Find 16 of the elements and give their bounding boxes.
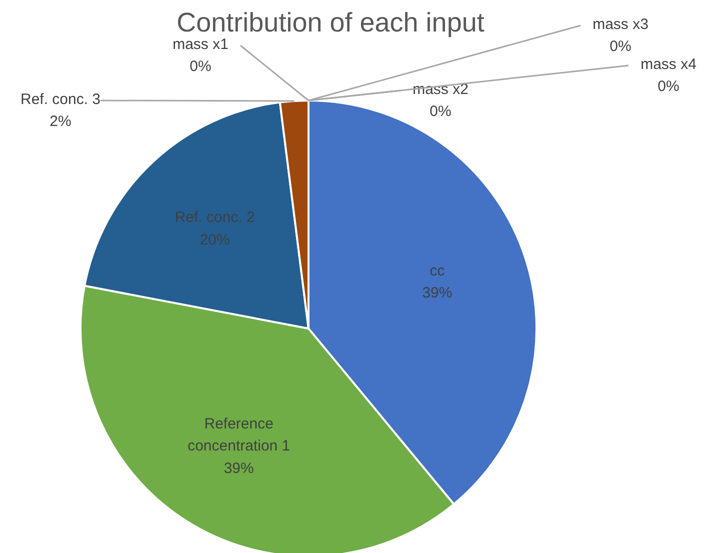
text: 0% bbox=[610, 38, 632, 56]
data-label: 39% bbox=[422, 284, 452, 302]
data-label: 2% bbox=[50, 113, 72, 130]
data-label: 20% bbox=[200, 231, 230, 248]
data-label: 39% bbox=[224, 460, 254, 477]
text: 0% bbox=[430, 103, 452, 120]
slice-label: cc bbox=[430, 262, 446, 280]
slice-label: Ref. conc. 2 bbox=[174, 209, 255, 226]
text: 0% bbox=[190, 58, 212, 76]
chart-title: Contribution of each input bbox=[176, 8, 485, 38]
text: 0% bbox=[658, 78, 680, 96]
slice-label: Reference concentration 1 bbox=[188, 416, 290, 455]
category-label: mass x4 bbox=[640, 56, 696, 73]
category-label: mass x3 bbox=[592, 16, 648, 33]
slice-label: Ref. conc. 3 bbox=[20, 90, 101, 108]
category-label: mass x1 bbox=[172, 36, 228, 53]
